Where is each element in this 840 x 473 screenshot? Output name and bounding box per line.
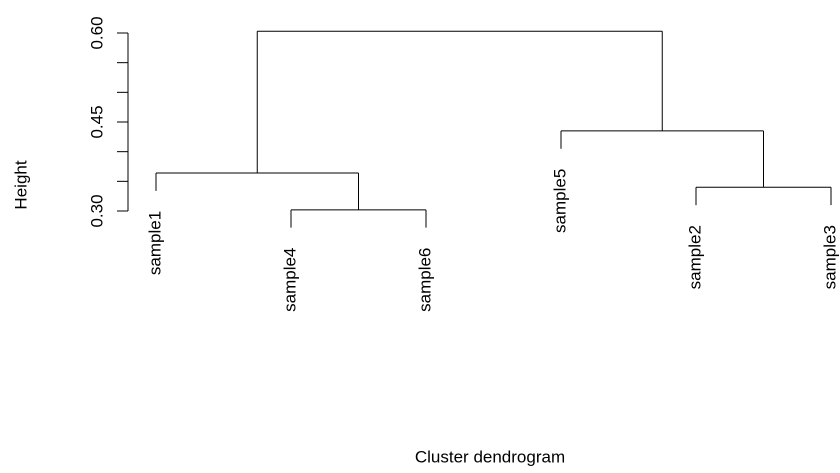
leaf-label: sample4 xyxy=(280,248,299,312)
leaf-label: sample6 xyxy=(415,248,434,312)
leaf-label: sample1 xyxy=(145,211,164,275)
leaf-label: sample5 xyxy=(550,169,569,233)
leaf-label: sample2 xyxy=(685,225,704,289)
y-tick-label: 0.45 xyxy=(87,105,106,138)
leaf-label: sample3 xyxy=(820,225,839,289)
y-axis-label: Height xyxy=(11,160,30,209)
chart-title: Cluster dendrogram xyxy=(415,447,565,466)
y-tick-label: 0.30 xyxy=(87,194,106,227)
y-tick-label: 0.60 xyxy=(87,16,106,49)
